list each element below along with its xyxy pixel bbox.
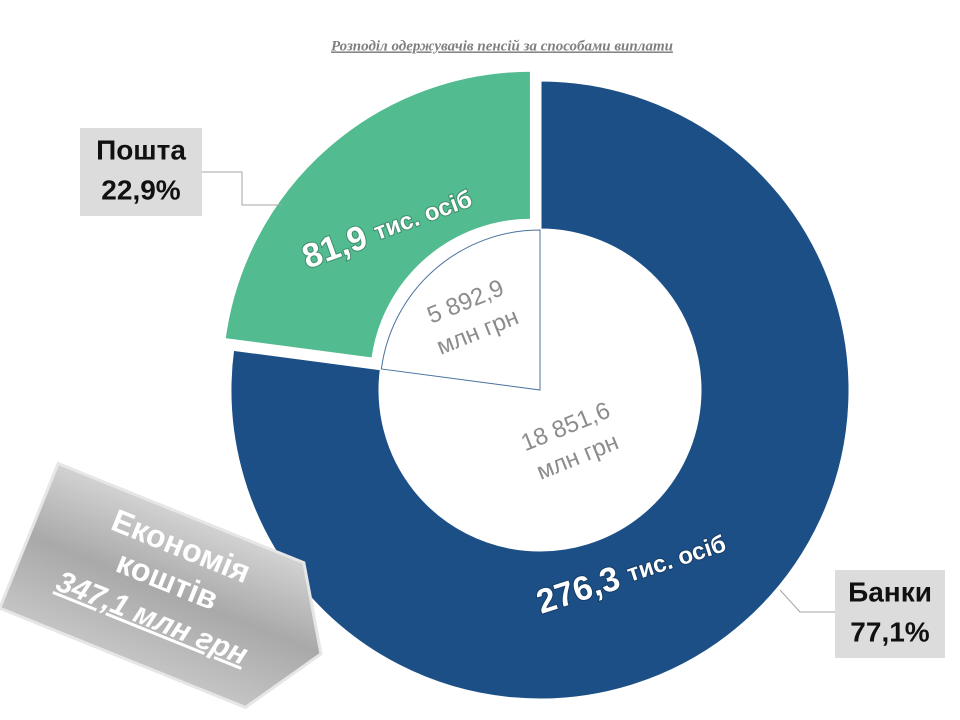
- donut: [222, 68, 852, 702]
- category-label: Банки: [848, 576, 932, 607]
- segment-outline: [380, 229, 541, 391]
- chart-title: Розподіл одержувачів пенсій за способами…: [331, 38, 673, 54]
- donut-segment: [228, 78, 852, 702]
- donut-segment: [222, 68, 533, 361]
- annotation-shape: [0, 461, 323, 710]
- value-label: 77,1%: [850, 616, 929, 647]
- label-box: [80, 128, 202, 216]
- value-label: 22,9%: [101, 174, 180, 205]
- leader-line: [202, 171, 282, 206]
- label-box: [835, 570, 945, 658]
- leader-line: [779, 589, 835, 613]
- annotation: Економія коштів 347,1 млн грн: [0, 461, 323, 710]
- category-label: Пошта: [96, 134, 186, 165]
